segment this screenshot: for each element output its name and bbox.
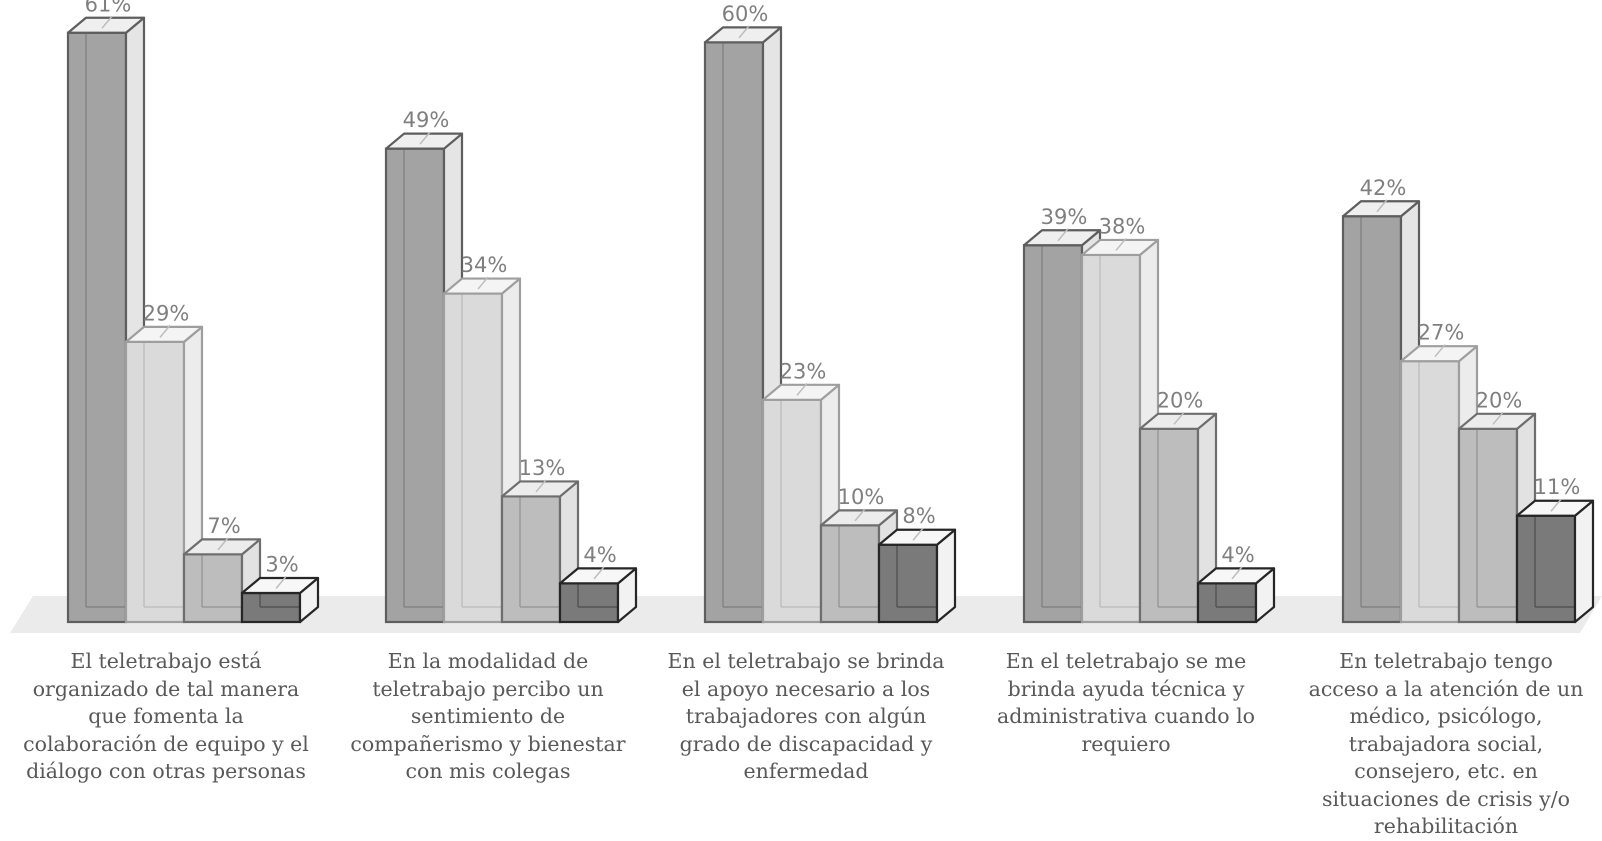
- category-label-1: El teletrabajo está organizado de tal ma…: [21, 648, 311, 786]
- data-label: 20%: [1476, 388, 1523, 412]
- data-label: 42%: [1360, 176, 1407, 200]
- bar-front: [386, 149, 444, 622]
- bar-front: [1082, 255, 1140, 622]
- data-label: 38%: [1099, 214, 1146, 238]
- bar-front: [1024, 245, 1082, 622]
- bar-front: [705, 42, 763, 622]
- category-label-4: En el teletrabajo se me brinda ayuda téc…: [981, 648, 1271, 758]
- bar-front: [444, 294, 502, 622]
- bar-front: [1343, 216, 1401, 622]
- bars-group: [68, 18, 1593, 622]
- data-label: 11%: [1534, 475, 1581, 499]
- data-label: 3%: [265, 553, 298, 577]
- bar-front: [126, 342, 184, 622]
- category-axis: El teletrabajo está organizado de tal ma…: [0, 648, 1602, 818]
- bar-front: [1198, 583, 1256, 622]
- category-label-2: En la modalidad de teletrabajo percibo u…: [343, 648, 633, 786]
- bar-2-4: [560, 568, 636, 622]
- data-label: 23%: [780, 359, 827, 383]
- data-label: 4%: [1221, 543, 1254, 567]
- data-label: 49%: [403, 108, 450, 132]
- bar-front: [1140, 429, 1198, 622]
- data-label: 61%: [85, 0, 132, 16]
- category-label-5: En teletrabajo tengo acceso a la atenció…: [1301, 648, 1591, 841]
- bar-front: [68, 33, 126, 622]
- data-label: 20%: [1157, 388, 1204, 412]
- bar-3-4: [879, 530, 955, 622]
- bar-front: [879, 545, 937, 622]
- data-label: 10%: [838, 485, 885, 509]
- data-label: 13%: [519, 456, 566, 480]
- data-label: 60%: [722, 2, 769, 26]
- bar-4-4: [1198, 568, 1274, 622]
- data-label: 8%: [902, 504, 935, 528]
- data-label: 39%: [1041, 205, 1088, 229]
- bar-front: [1459, 429, 1517, 622]
- bar-front: [560, 583, 618, 622]
- bar-front: [1517, 516, 1575, 622]
- data-label: 29%: [143, 301, 190, 325]
- bar-5-4: [1517, 501, 1593, 622]
- bar-side: [1575, 501, 1593, 622]
- chart-canvas: 61% 29% 7% 3% 49% 34% 13% 4% 60% 23% 10% 8% 39% 38% 20…: [0, 0, 1602, 648]
- data-label: 27%: [1418, 321, 1465, 345]
- bar-front: [763, 400, 821, 622]
- data-label: 7%: [207, 514, 240, 538]
- bar-front: [1401, 361, 1459, 622]
- data-label: 4%: [583, 543, 616, 567]
- category-label-3: En el teletrabajo se brinda el apoyo nec…: [661, 648, 951, 786]
- data-label: 34%: [461, 253, 508, 277]
- bar-front: [502, 496, 560, 622]
- bar-front: [184, 554, 242, 622]
